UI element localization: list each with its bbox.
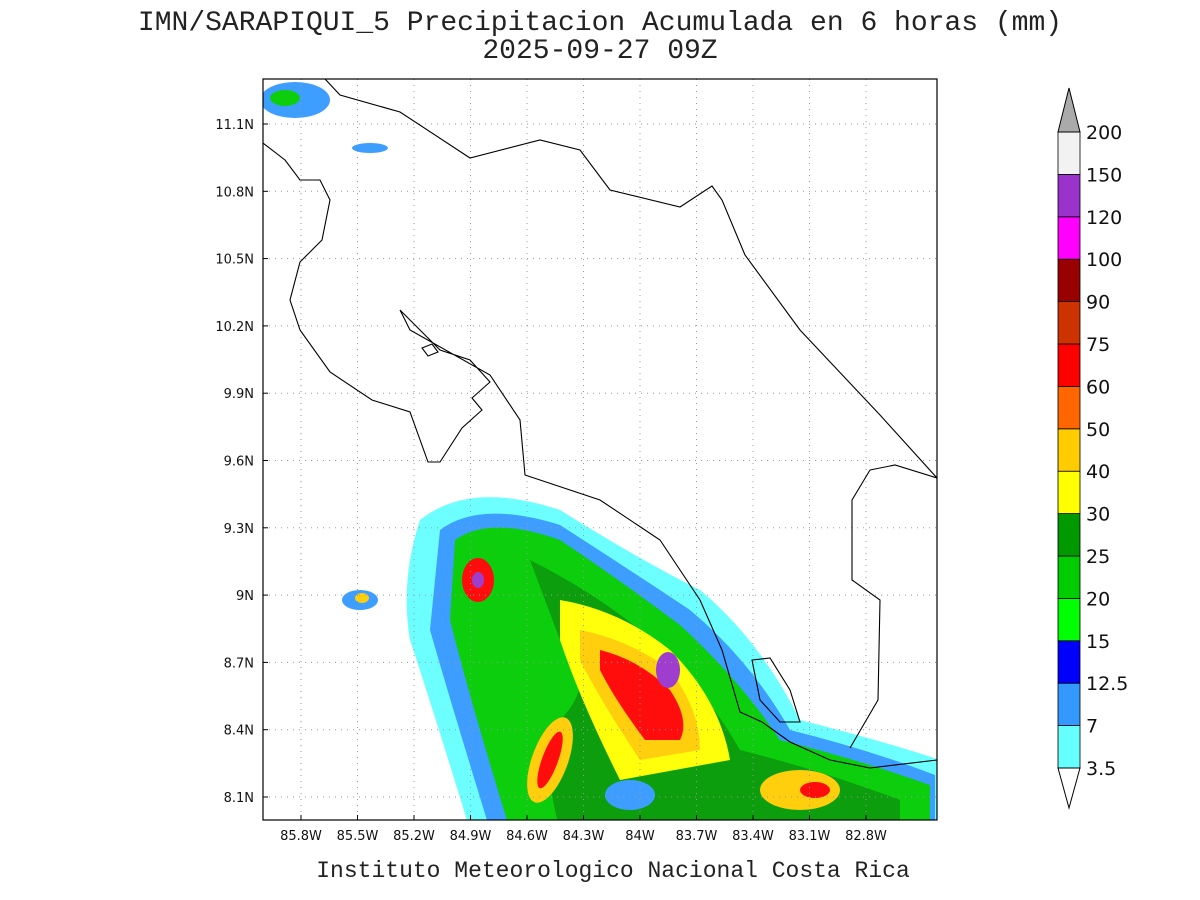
lat-label: 8.4N	[224, 724, 254, 739]
lat-label: 11.1N	[215, 118, 254, 133]
lat-label: 10.8N	[215, 185, 254, 200]
footer: Instituto Meteorologico Nacional Costa R…	[316, 858, 910, 884]
colorbar-label: 150	[1086, 164, 1122, 186]
lon-label: 84.9W	[450, 829, 492, 844]
colorbar-segment	[1057, 428, 1081, 472]
lon-label: 83.1W	[789, 829, 831, 844]
lat-label: 9N	[236, 589, 254, 604]
colorbar-segment	[1057, 216, 1081, 260]
colorbar-label: 60	[1086, 376, 1110, 398]
lon-label: 84.6W	[506, 829, 548, 844]
lon-label: 85.5W	[337, 829, 379, 844]
colorbar-above	[1057, 87, 1081, 133]
colorbar-label: 30	[1086, 504, 1110, 526]
colorbar-label: 75	[1086, 334, 1110, 356]
colorbar-segment	[1057, 598, 1081, 642]
colorbar-label: 100	[1086, 249, 1122, 271]
colorbar-segment	[1057, 131, 1081, 175]
colorbar-label: 20	[1086, 588, 1110, 610]
lat-label: 8.7N	[224, 656, 254, 671]
axes: 11.1N 10.8N 10.5N 10.2N 9.9N 9.6N 9.3N 9N 8.7N 8.…	[215, 118, 887, 844]
colorbar-label: 7	[1086, 716, 1098, 738]
grid	[263, 79, 937, 820]
colorbar-segment	[1057, 640, 1081, 684]
colorbar-segment	[1057, 555, 1081, 599]
colorbar-segment	[1057, 725, 1081, 769]
title: IMN/SARAPIQUI_5 Precipitacion Acumulada …	[138, 8, 1062, 39]
colorbar-segment	[1057, 258, 1081, 303]
colorbar-segment	[1057, 470, 1081, 515]
colorbar: 3.5 7 12.5 15 20 25 30 40 50 60 75 90 100 120 150 200	[1057, 87, 1128, 810]
lon-label: 85.8W	[280, 829, 322, 844]
colorbar-segment	[1057, 682, 1081, 727]
colorbar-label: 120	[1086, 207, 1122, 229]
lat-label: 9.3N	[224, 522, 254, 537]
colorbar-label: 200	[1086, 122, 1122, 144]
lon-label: 84.3W	[563, 829, 605, 844]
colorbar-segment	[1057, 385, 1081, 430]
colorbar-segment	[1057, 173, 1081, 218]
colorbar-label: 12.5	[1086, 673, 1128, 695]
lon-label: 82.8W	[845, 829, 887, 844]
colorbar-label: 3.5	[1086, 758, 1116, 780]
precipitation-field	[263, 82, 937, 820]
lat-label: 10.2N	[215, 320, 254, 335]
lon-label: 83.4W	[732, 829, 774, 844]
colorbar-label: 90	[1086, 292, 1110, 314]
colorbar-label: 40	[1086, 461, 1110, 483]
lat-label: 9.6N	[224, 455, 254, 470]
colorbar-label: 25	[1086, 546, 1110, 568]
lat-label: 9.9N	[224, 387, 254, 402]
coastline	[263, 79, 937, 769]
lon-label: 83.7W	[676, 829, 718, 844]
lat-label: 8.1N	[224, 791, 254, 806]
colorbar-label: 50	[1086, 419, 1110, 441]
colorbar-segment	[1057, 513, 1081, 557]
colorbar-below	[1057, 767, 1081, 810]
colorbar-segment	[1057, 343, 1081, 387]
colorbar-segment	[1057, 301, 1081, 345]
map-frame	[262, 78, 938, 821]
colorbar-label: 15	[1086, 631, 1110, 653]
lon-label: 84W	[625, 829, 655, 844]
lat-label: 10.5N	[215, 253, 254, 268]
subtitle: 2025-09-27 09Z	[482, 36, 717, 67]
lon-label: 85.2W	[393, 829, 435, 844]
